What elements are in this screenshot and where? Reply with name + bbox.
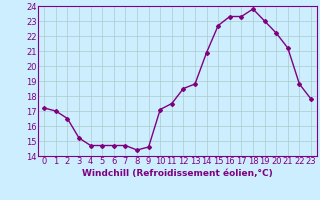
X-axis label: Windchill (Refroidissement éolien,°C): Windchill (Refroidissement éolien,°C) xyxy=(82,169,273,178)
